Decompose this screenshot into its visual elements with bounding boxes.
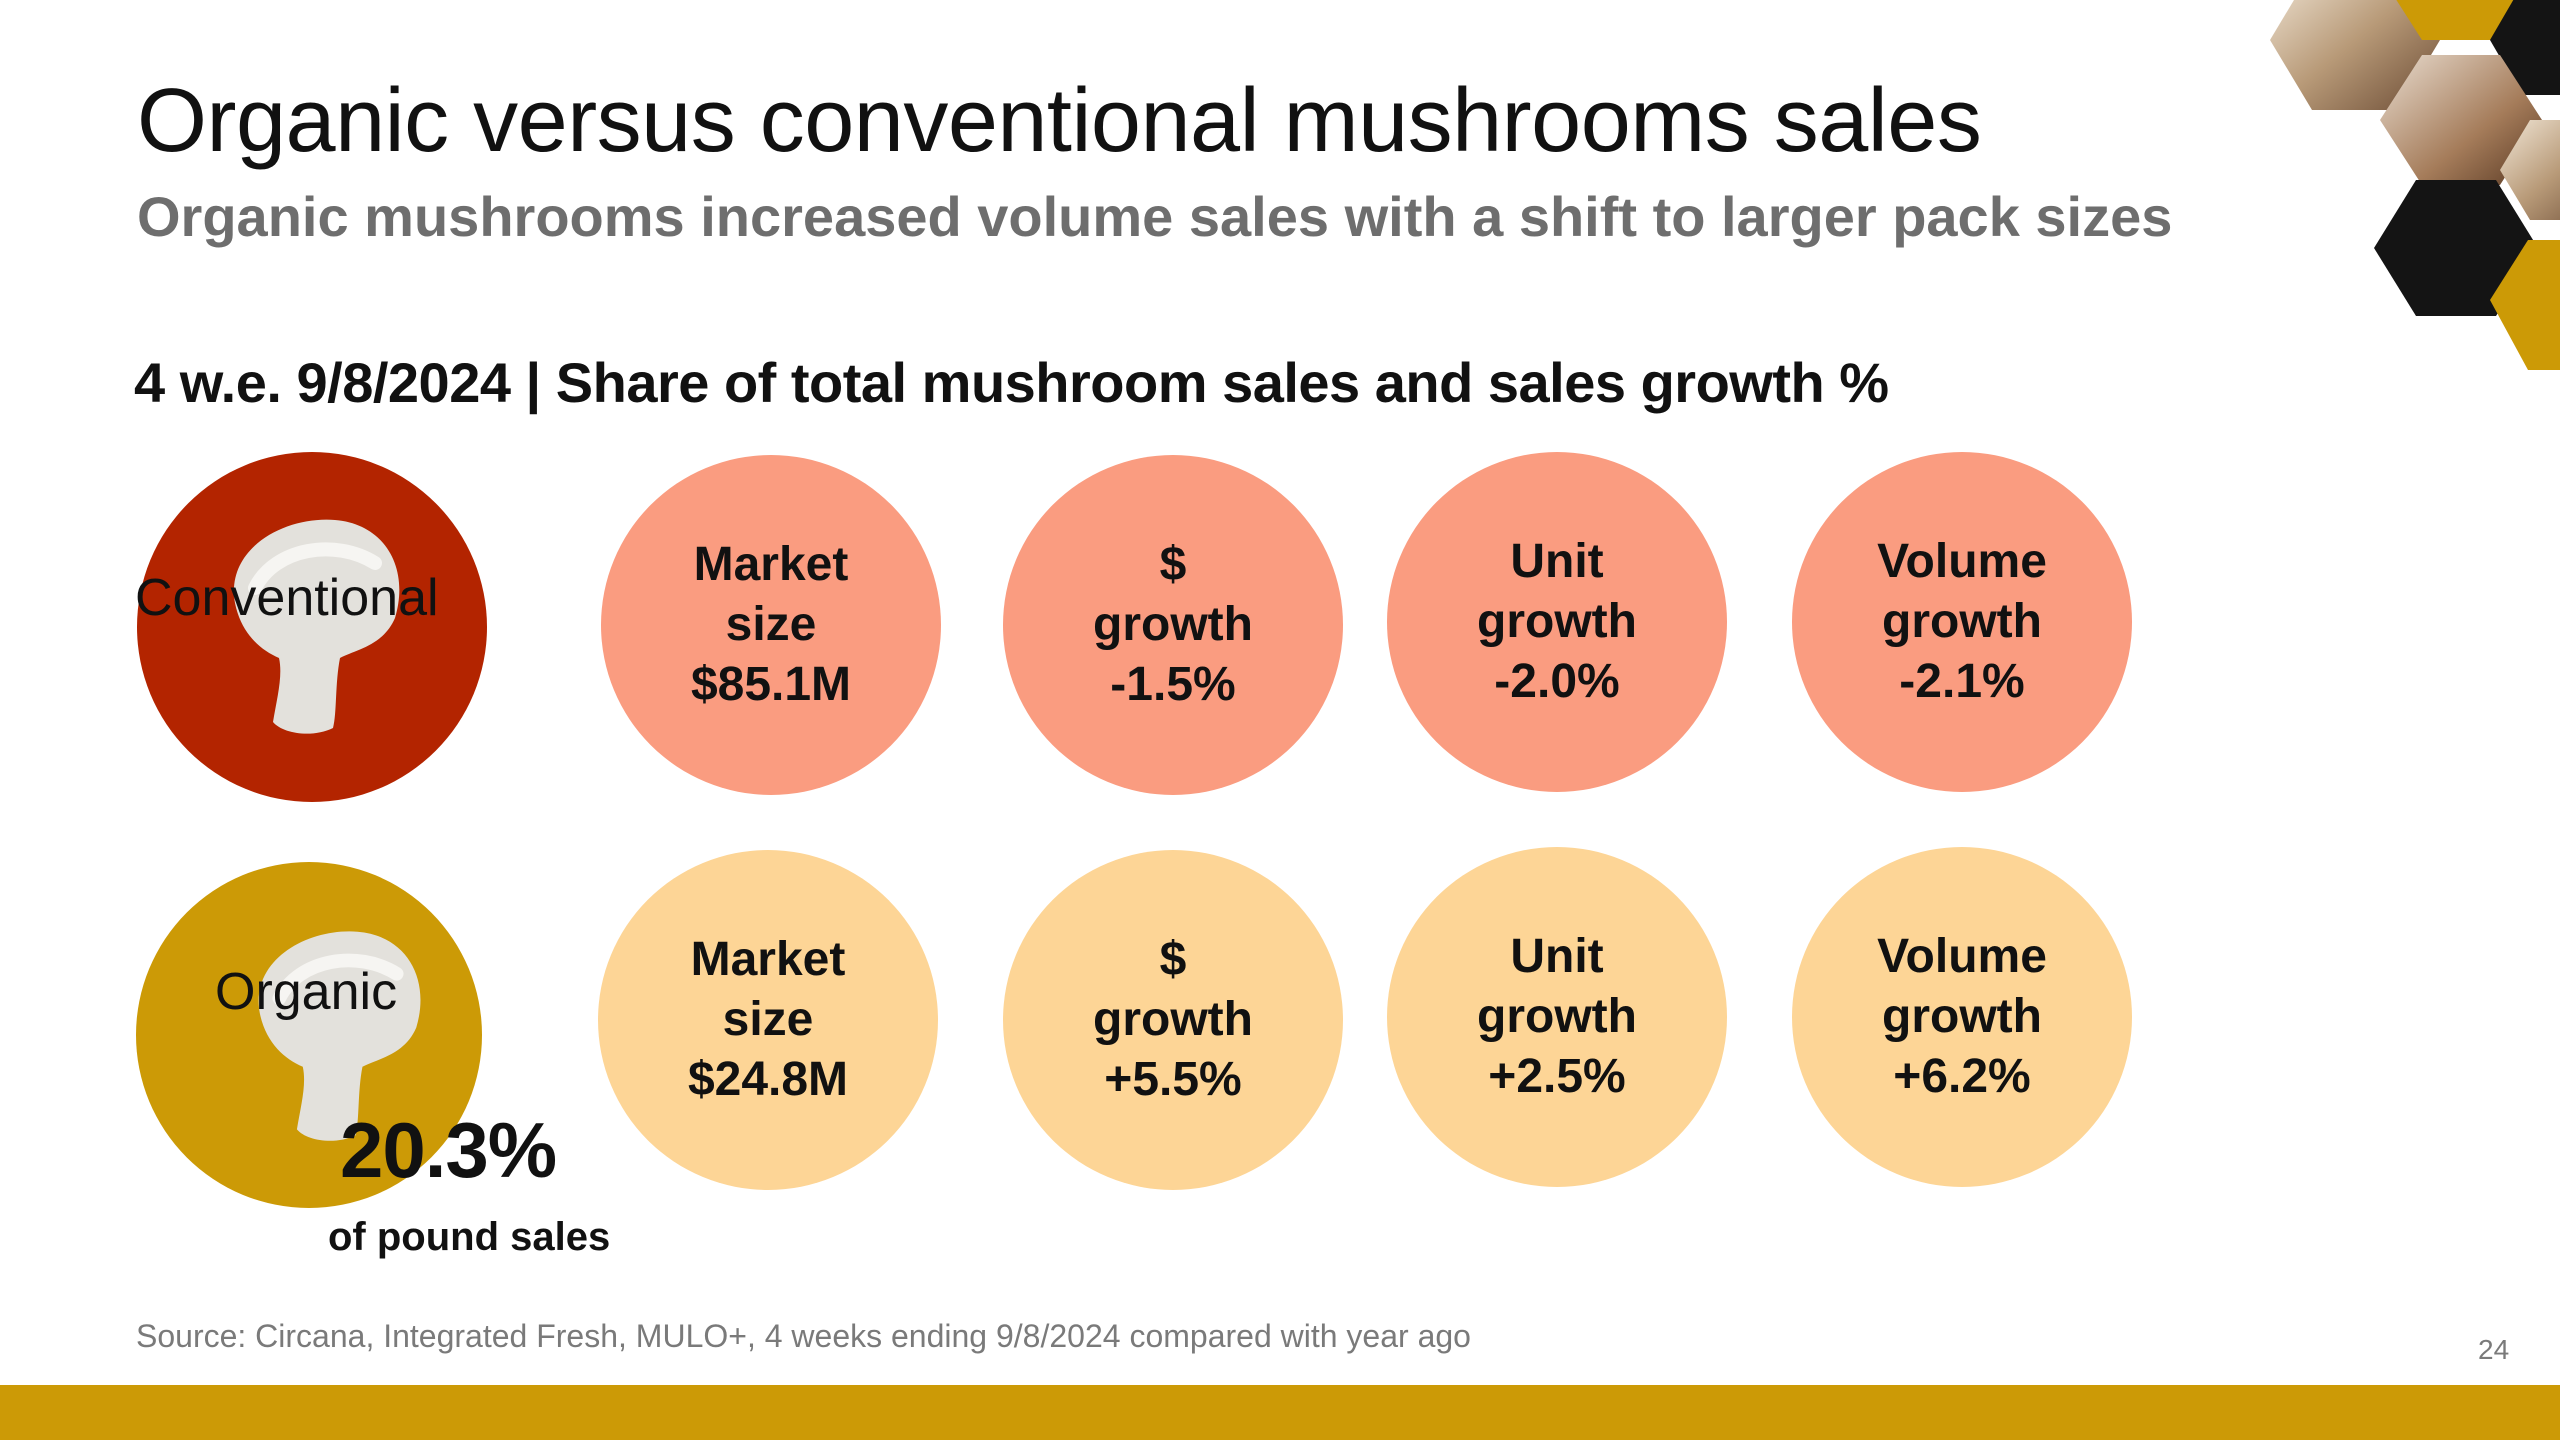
hexagon-dark-2 — [2374, 180, 2538, 316]
mushroom-icon — [233, 519, 400, 734]
page-number: 24 — [2478, 1334, 2510, 1365]
slide-subtitle: Organic mushrooms increased volume sales… — [137, 185, 2173, 248]
metric-text: Market size $24.8M — [687, 933, 849, 1106]
section-heading: 4 w.e. 9/8/2024 | Share of total mushroo… — [134, 351, 1889, 414]
conventional-dollar-growth: $ growth -1.5% — [1003, 455, 1343, 795]
metric-text: Unit growth +2.5% — [1477, 930, 1637, 1103]
hexagon-dark-1 — [2490, 0, 2560, 95]
hexagon-decoration — [2270, 0, 2560, 370]
conventional-volume-growth: Volume growth -2.1% — [1792, 452, 2132, 792]
slide-title: Organic versus conventional mushrooms sa… — [137, 71, 1982, 171]
metric-text: Volume growth +6.2% — [1877, 930, 2047, 1103]
organic-share-caption: of pound sales — [328, 1215, 611, 1259]
hexagon-gold-2 — [2490, 240, 2560, 370]
metric-text: $ growth -1.5% — [1093, 538, 1253, 711]
metric-text: Unit growth -2.0% — [1477, 535, 1637, 708]
hexagon-photo-1 — [2270, 0, 2440, 110]
source-note: Source: Circana, Integrated Fresh, MULO+… — [136, 1318, 1471, 1354]
conventional-unit-growth: Unit growth -2.0% — [1387, 452, 1727, 792]
organic-share-value: 20.3% — [340, 1106, 557, 1194]
metric-text: Volume growth -2.1% — [1877, 535, 2047, 708]
organic-unit-growth: Unit growth +2.5% — [1387, 847, 1727, 1187]
conventional-label: Conventional — [135, 569, 439, 627]
hexagon-photo-2 — [2380, 55, 2542, 185]
metric-text: $ growth +5.5% — [1093, 933, 1253, 1106]
bottom-accent-bar — [0, 1385, 2560, 1440]
organic-volume-growth: Volume growth +6.2% — [1792, 847, 2132, 1187]
conventional-market-size: Market size $85.1M — [601, 455, 941, 795]
mushroom-icon — [258, 931, 421, 1141]
organic-label: Organic — [215, 963, 398, 1021]
organic-market-size: Market size $24.8M — [598, 850, 938, 1190]
organic-dollar-growth: $ growth +5.5% — [1003, 850, 1343, 1190]
hexagon-photo-3 — [2500, 120, 2560, 220]
metric-text: Market size $85.1M — [690, 538, 852, 711]
